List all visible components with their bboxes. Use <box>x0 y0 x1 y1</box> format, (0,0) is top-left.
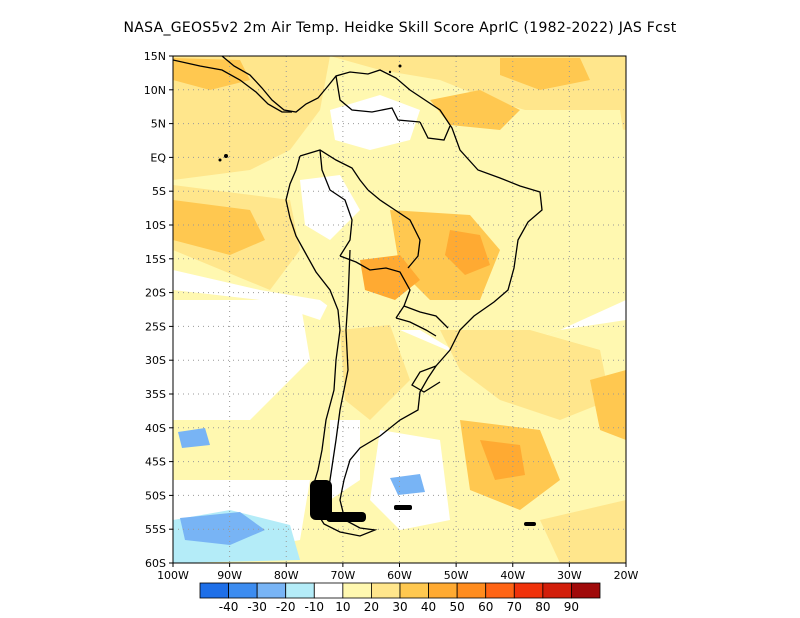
lon-label: 80W <box>274 569 299 582</box>
colorbar-label: -10 <box>304 600 324 614</box>
colorbar-swatch <box>571 582 601 599</box>
lon-label: 40W <box>500 569 525 582</box>
colorbar-label: 20 <box>364 600 379 614</box>
lat-label: 45S <box>145 456 166 469</box>
lon-label: 30W <box>557 569 582 582</box>
lat-label: 60S <box>145 557 166 570</box>
lat-label: 15S <box>145 253 166 266</box>
colorbar-swatch <box>228 582 258 599</box>
lat-label: 35S <box>145 388 166 401</box>
colorbar-label: 10 <box>335 600 350 614</box>
colorbar-label: 80 <box>535 600 550 614</box>
lon-label: 90W <box>217 569 242 582</box>
lat-label: 5N <box>151 118 166 131</box>
lat-label: 10N <box>144 84 166 97</box>
lat-label: 30S <box>145 354 166 367</box>
lat-label: EQ <box>150 151 166 164</box>
colorbar-label: 40 <box>421 600 436 614</box>
colorbar-label: 50 <box>450 600 465 614</box>
lat-label: 55S <box>145 523 166 536</box>
colorbar-swatch <box>456 582 487 599</box>
colorbar-swatch <box>399 582 429 599</box>
map-title: NASA_GEOS5v2 2m Air Temp. Heidke Skill S… <box>123 20 677 36</box>
colorbar-label: 60 <box>478 600 493 614</box>
colorbar-label: -20 <box>276 600 296 614</box>
colorbar-swatch <box>342 582 372 599</box>
lat-lon-grid <box>173 56 626 563</box>
lon-label: 50W <box>444 569 469 582</box>
colorbar-label: 30 <box>392 600 407 614</box>
colorbar-swatch <box>485 582 515 599</box>
lon-label: 70W <box>330 569 355 582</box>
colorbar-swatch <box>313 582 344 599</box>
colorbar-label: 70 <box>507 600 522 614</box>
lat-label: 20S <box>145 287 166 300</box>
colorbar-swatch <box>371 582 401 599</box>
colorbar-label: -30 <box>247 600 267 614</box>
colorbar-swatch <box>542 582 572 599</box>
lat-label: 10S <box>145 219 166 232</box>
colorbar: -40 -30 -20 -10 10 20 30 40 50 60 70 80 90 <box>199 582 601 614</box>
lat-label: 50S <box>145 489 166 502</box>
longitude-axis: 100W 90W 80W 70W 60W 50W 40W 30W 20W <box>157 563 639 582</box>
colorbar-swatch <box>513 582 544 599</box>
coastlines <box>173 56 543 537</box>
islands <box>218 64 536 526</box>
colorbar-label: -40 <box>219 600 239 614</box>
colorbar-label: 90 <box>564 600 579 614</box>
lat-label: 15N <box>144 50 166 63</box>
lat-label: 40S <box>145 422 166 435</box>
lat-label: 5S <box>152 185 166 198</box>
lon-label: 60W <box>387 569 412 582</box>
lon-label: 20W <box>614 569 639 582</box>
lat-label: 25S <box>145 320 166 333</box>
lon-label: 100W <box>157 569 189 582</box>
latitude-axis: 15N 10N 5N EQ 5S 10S 15S 20S 25S 30S 35S 40S 45S 50S 5… <box>144 50 173 570</box>
colorbar-swatch <box>199 582 229 599</box>
colorbar-swatch <box>428 582 458 599</box>
colorbar-swatch <box>285 582 315 599</box>
colorbar-swatch <box>256 582 287 599</box>
